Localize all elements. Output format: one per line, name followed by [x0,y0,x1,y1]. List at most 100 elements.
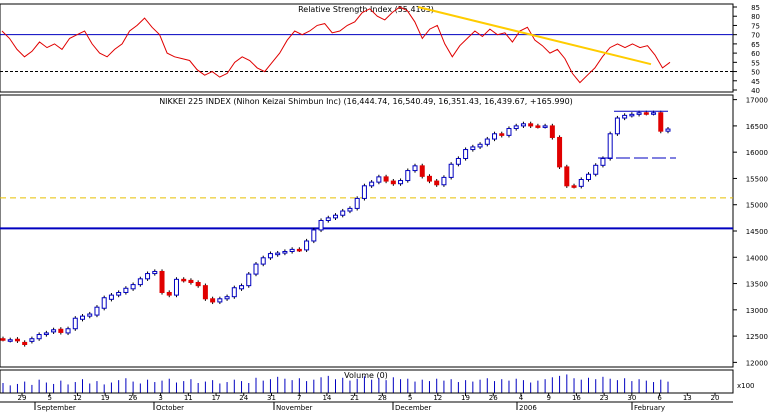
candle-up [347,207,353,212]
candle-up [51,329,57,333]
x-tick-label: 14 [322,394,331,402]
candle-up [108,294,114,300]
candle-up [520,123,526,127]
candle-up [217,298,223,303]
price-tick-label: 17000 [746,97,768,105]
candle-up [137,278,143,286]
candle-down [383,176,389,182]
candle-up [289,248,295,252]
rsi-series-line [1,6,671,84]
rsi-tick-label: 45 [751,78,760,86]
candle-up [340,210,346,216]
x-tick-label: 9 [546,394,550,402]
candle-down [390,180,396,185]
candle-up [224,296,230,300]
rsi-frame [0,3,734,93]
volume-bars [2,374,669,393]
candle-up [463,149,469,159]
price-axis-ticks: 17000 16500 16000 15500 15000 14500 14000 13500… [733,97,768,367]
x-axis-periods: September October November December 2006 Febr… [34,402,665,412]
candle-down [195,281,201,287]
candle-up [542,125,548,128]
candle-up [275,252,281,256]
x-tick-label: 6 [657,394,662,402]
candle-up [65,328,71,334]
candle-up [130,284,136,290]
candle-up [622,114,628,119]
x-period-label: February [634,404,665,412]
candle-up [398,180,404,185]
price-tick-label: 13500 [746,281,768,289]
x-period-label: September [37,404,76,412]
price-tick-label: 15000 [746,202,768,210]
volume-unit-label: x100 [737,382,755,390]
x-tick-label: 4 [519,394,524,402]
candle-down [549,125,555,138]
candle-up [405,170,411,182]
candle-up [36,334,42,340]
candle-up [80,315,86,320]
candle-up [29,338,35,342]
candle-up [470,146,476,151]
rsi-tick-label: 65 [751,41,760,49]
price-tick-label: 14500 [746,228,768,236]
x-tick-label: 20 [711,394,720,402]
price-tick-label: 16500 [746,123,768,131]
candle-down [557,136,563,168]
candle-down [564,166,570,187]
candle-up [484,138,490,145]
candle-up [152,270,158,275]
price-tick-label: 13000 [746,307,768,315]
candle-up [246,273,252,287]
x-tick-label: 19 [461,394,470,402]
x-tick-label: 26 [128,394,137,402]
candle-up [101,297,107,309]
candle-down [14,338,20,342]
rsi-tick-label: 75 [751,22,760,30]
candle-up [578,179,584,187]
candle-up [231,287,237,298]
x-tick-label: 11 [184,394,193,402]
candle-up [629,113,635,117]
candle-up [665,128,671,132]
candle-down [499,133,505,136]
price-tick-label: 12500 [746,333,768,341]
rsi-reference-lines [0,34,733,73]
candle-down [166,291,172,296]
candle-up [87,313,93,317]
x-axis: 29 5 12 19 26 3 11 17 24 31 7 14 21 28 5 12 19 26 4 9 16 23 30… [0,392,733,412]
candle-down [434,180,440,186]
candle-up [123,287,129,293]
price-tick-label: 12000 [746,359,768,367]
candle-up [318,219,324,231]
candle-down [188,279,194,283]
candle-up [614,117,620,135]
candle-up [43,332,49,336]
x-tick-label: 12 [73,394,82,402]
candle-up [636,112,642,115]
candle-up [585,173,591,181]
candle-down [419,165,425,177]
x-tick-label: 12 [433,394,442,402]
x-tick-label: 26 [489,394,498,402]
candle-up [72,317,78,330]
price-annotation-lines [598,110,676,159]
candle-down [202,285,208,300]
candle-down [181,278,187,282]
candle-up [94,306,100,316]
candle-up [448,163,454,178]
candle-down [535,125,541,128]
rsi-tick-label: 40 [751,87,760,95]
candle-up [593,164,599,175]
candle-up [239,285,245,290]
candle-up [7,339,13,342]
x-tick-label: 5 [408,394,412,402]
rsi-tick-label: 55 [751,59,760,67]
candle-up [282,250,288,254]
candle-down [296,248,302,252]
candle-up [325,217,331,221]
candle-down [528,123,534,127]
rsi-tick-label: 80 [751,13,760,21]
